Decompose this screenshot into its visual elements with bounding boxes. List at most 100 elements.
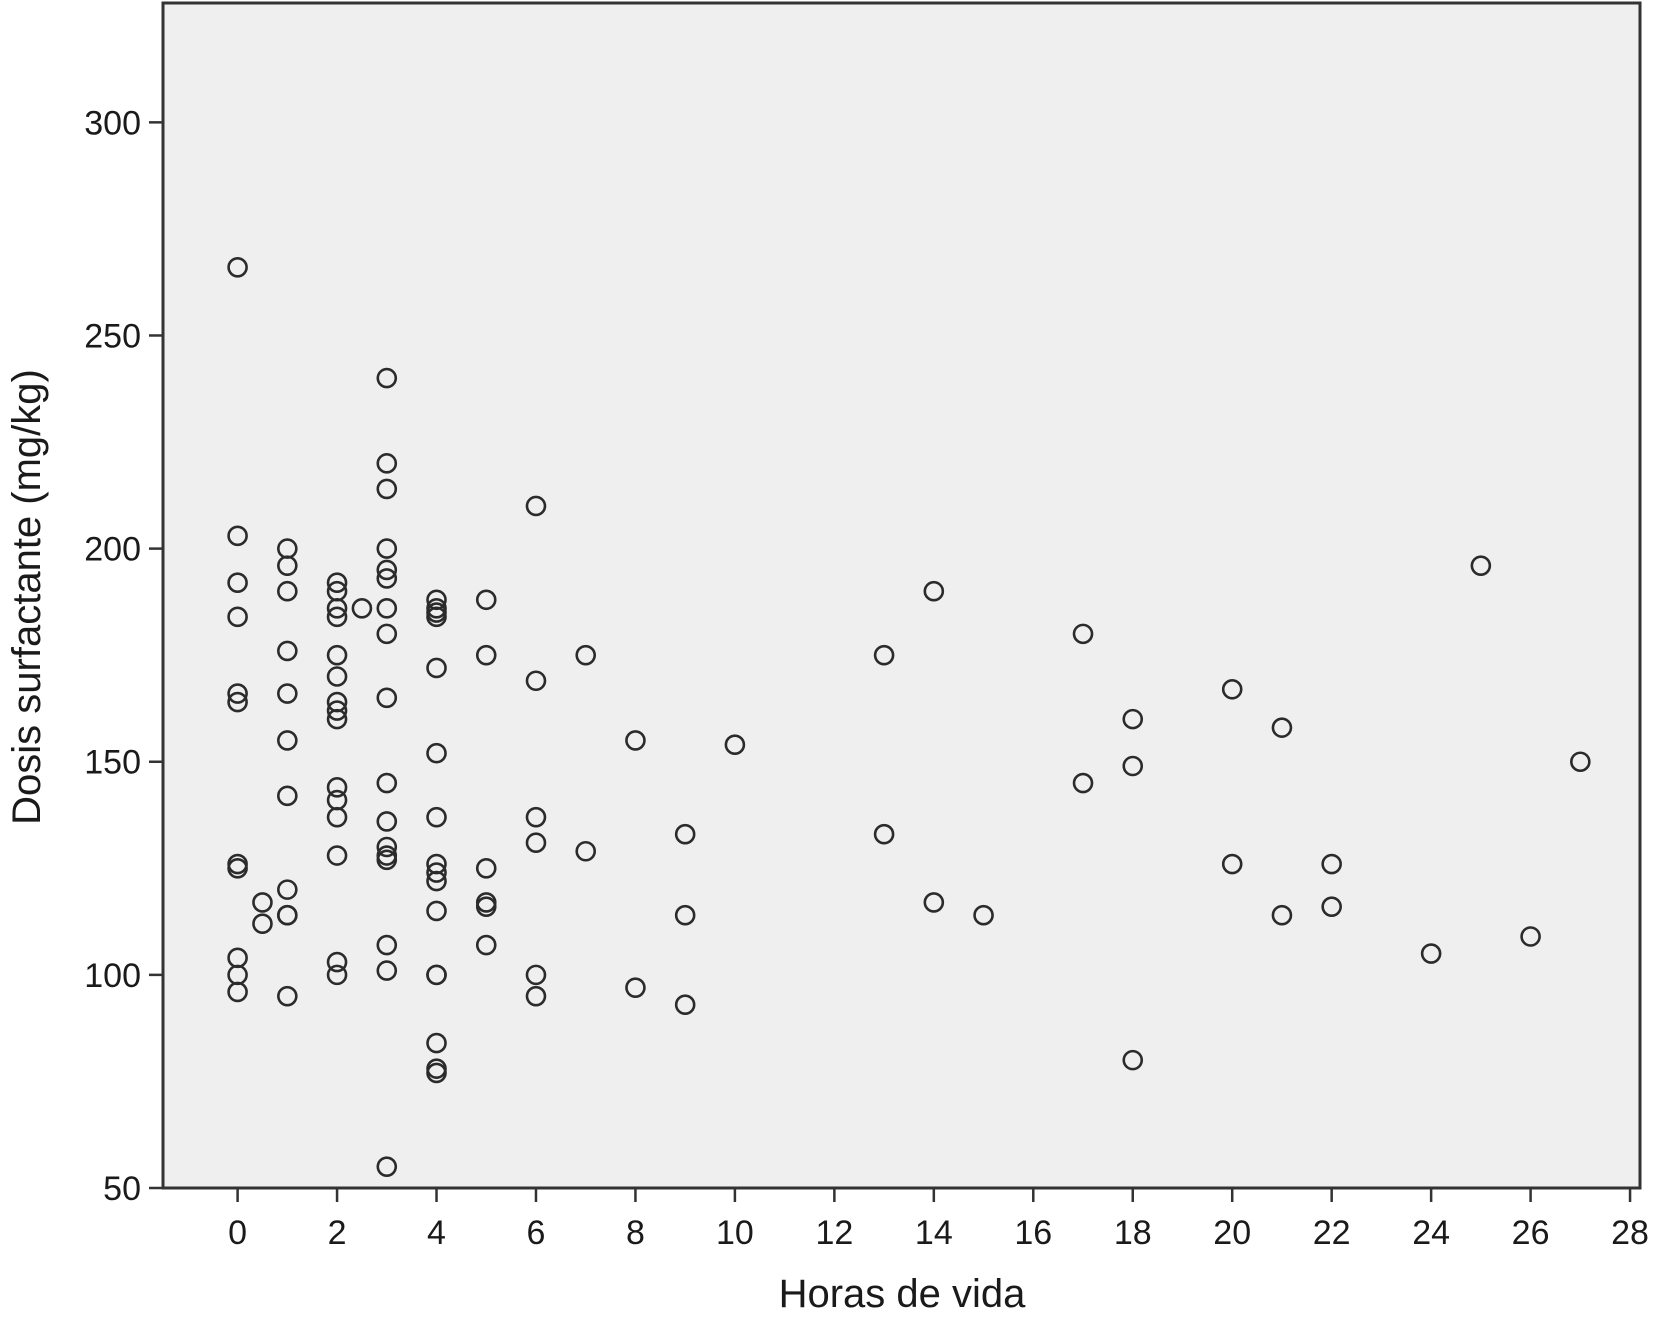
data-point: [575, 840, 597, 862]
data-point: [277, 555, 298, 576]
data-point: [475, 934, 497, 956]
data-point: [1271, 717, 1293, 738]
data-point: [923, 892, 945, 913]
data-point: [376, 623, 398, 645]
data-point: [326, 845, 348, 866]
data-point: [376, 538, 398, 559]
data-point: [1122, 755, 1144, 777]
data-point: [227, 256, 248, 278]
data-point: [277, 985, 298, 1007]
data-point: [426, 964, 447, 986]
data-point: [426, 742, 447, 764]
x-tick-label: 6: [527, 1214, 546, 1252]
data-point: [376, 478, 398, 500]
data-point: [351, 597, 373, 619]
data-point: [376, 367, 398, 389]
data-point: [426, 862, 447, 883]
y-tick-label: 50: [103, 1170, 141, 1208]
y-tick-label: 150: [84, 744, 141, 782]
data-point: [277, 580, 298, 602]
data-point: [326, 666, 348, 687]
data-point: [376, 597, 398, 619]
data-point: [674, 904, 696, 926]
y-tick-label: 250: [84, 317, 141, 355]
x-tick-label: 26: [1512, 1214, 1550, 1252]
data-point: [227, 981, 248, 1003]
data-point: [326, 572, 348, 594]
data-point: [227, 858, 248, 879]
data-point: [426, 606, 447, 628]
data-point: [376, 934, 398, 956]
x-tick-label: 10: [716, 1214, 754, 1252]
data-point: [1271, 904, 1293, 926]
x-tick-label: 4: [427, 1214, 446, 1252]
data-point: [376, 811, 398, 832]
x-tick-label: 24: [1412, 1214, 1450, 1252]
y-axis: 50 100 150 200 250 300: [84, 104, 163, 1208]
data-point: [724, 734, 746, 755]
data-point: [1420, 943, 1442, 964]
data-point: [426, 657, 447, 679]
data-point: [525, 670, 547, 692]
data-point: [525, 806, 547, 828]
data-point: [376, 687, 398, 709]
data-point: [625, 730, 646, 751]
data-point: [326, 806, 348, 828]
data-point: [252, 913, 273, 935]
plot-area: [161, 1, 1642, 1190]
data-point: [252, 892, 273, 913]
data-point: [1321, 853, 1342, 875]
data-point: [227, 572, 248, 594]
x-tick-label: 16: [1014, 1214, 1052, 1252]
x-tick-label: 20: [1213, 1214, 1251, 1252]
data-point: [525, 495, 547, 517]
data-points: [227, 256, 1591, 1177]
data-point: [277, 730, 298, 751]
data-point: [426, 806, 447, 828]
x-tick-label: 8: [626, 1214, 645, 1252]
data-point: [376, 960, 398, 981]
y-tick-label: 300: [84, 104, 141, 142]
data-point: [277, 785, 298, 807]
x-tick-label: 12: [815, 1214, 853, 1252]
data-point: [1122, 708, 1144, 730]
data-point: [426, 870, 447, 892]
data-point: [525, 985, 547, 1007]
x-tick-label: 28: [1611, 1214, 1649, 1252]
y-tick-label: 100: [84, 957, 141, 995]
data-point: [674, 994, 696, 1016]
x-tick-label: 2: [328, 1214, 347, 1252]
data-point: [873, 644, 895, 666]
data-point: [326, 597, 348, 619]
data-point: [277, 904, 298, 926]
data-point: [475, 589, 497, 611]
data-point: [326, 708, 348, 730]
x-tick-label: 14: [915, 1214, 953, 1252]
data-point: [973, 904, 994, 926]
x-tick-label: 22: [1313, 1214, 1351, 1252]
data-point: [326, 644, 348, 666]
data-point: [376, 772, 398, 794]
data-point: [227, 691, 248, 713]
data-point: [227, 683, 248, 704]
data-point: [1570, 751, 1591, 773]
data-point: [326, 964, 348, 986]
x-axis-title: Horas de vida: [779, 1272, 1027, 1316]
data-point: [376, 1156, 398, 1177]
data-point: [376, 559, 398, 581]
data-point: [1321, 896, 1342, 917]
data-point: [376, 453, 398, 474]
data-point: [376, 836, 398, 858]
data-point: [1072, 623, 1094, 645]
data-point: [923, 580, 945, 602]
data-point: [326, 951, 348, 973]
x-tick-label: 0: [228, 1214, 247, 1252]
y-tick-label: 200: [84, 531, 141, 569]
data-point: [525, 964, 547, 986]
data-point: [426, 1062, 447, 1084]
data-point: [426, 1032, 447, 1054]
data-point: [625, 977, 646, 998]
data-point: [376, 849, 398, 871]
data-point: [1072, 772, 1094, 794]
